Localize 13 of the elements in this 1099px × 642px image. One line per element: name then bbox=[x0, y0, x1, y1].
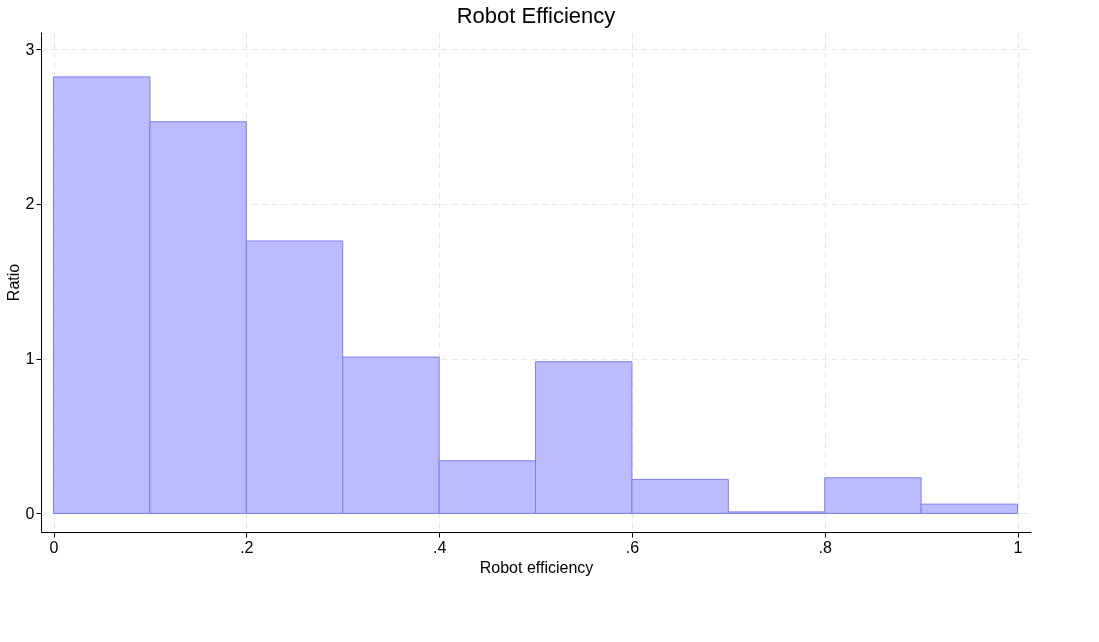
x-tick-label: .6 bbox=[625, 538, 640, 556]
y-tick-label: 3 bbox=[25, 40, 35, 58]
x-tick-label: 0 bbox=[49, 538, 59, 556]
x-tick-label: .8 bbox=[818, 538, 832, 556]
x-tick-label: .4 bbox=[432, 538, 447, 556]
y-tick-label: 1 bbox=[25, 350, 35, 368]
y-axis-title: Ratio bbox=[4, 263, 22, 302]
x-axis-title: Robot efficiency bbox=[479, 558, 594, 576]
x-tick-label: 1 bbox=[1013, 538, 1023, 556]
y-tick-label: 2 bbox=[25, 195, 35, 213]
y-tick-label: 0 bbox=[25, 504, 35, 522]
x-tick-label: .2 bbox=[240, 538, 254, 556]
chart-title: Robot Efficiency bbox=[456, 3, 616, 28]
